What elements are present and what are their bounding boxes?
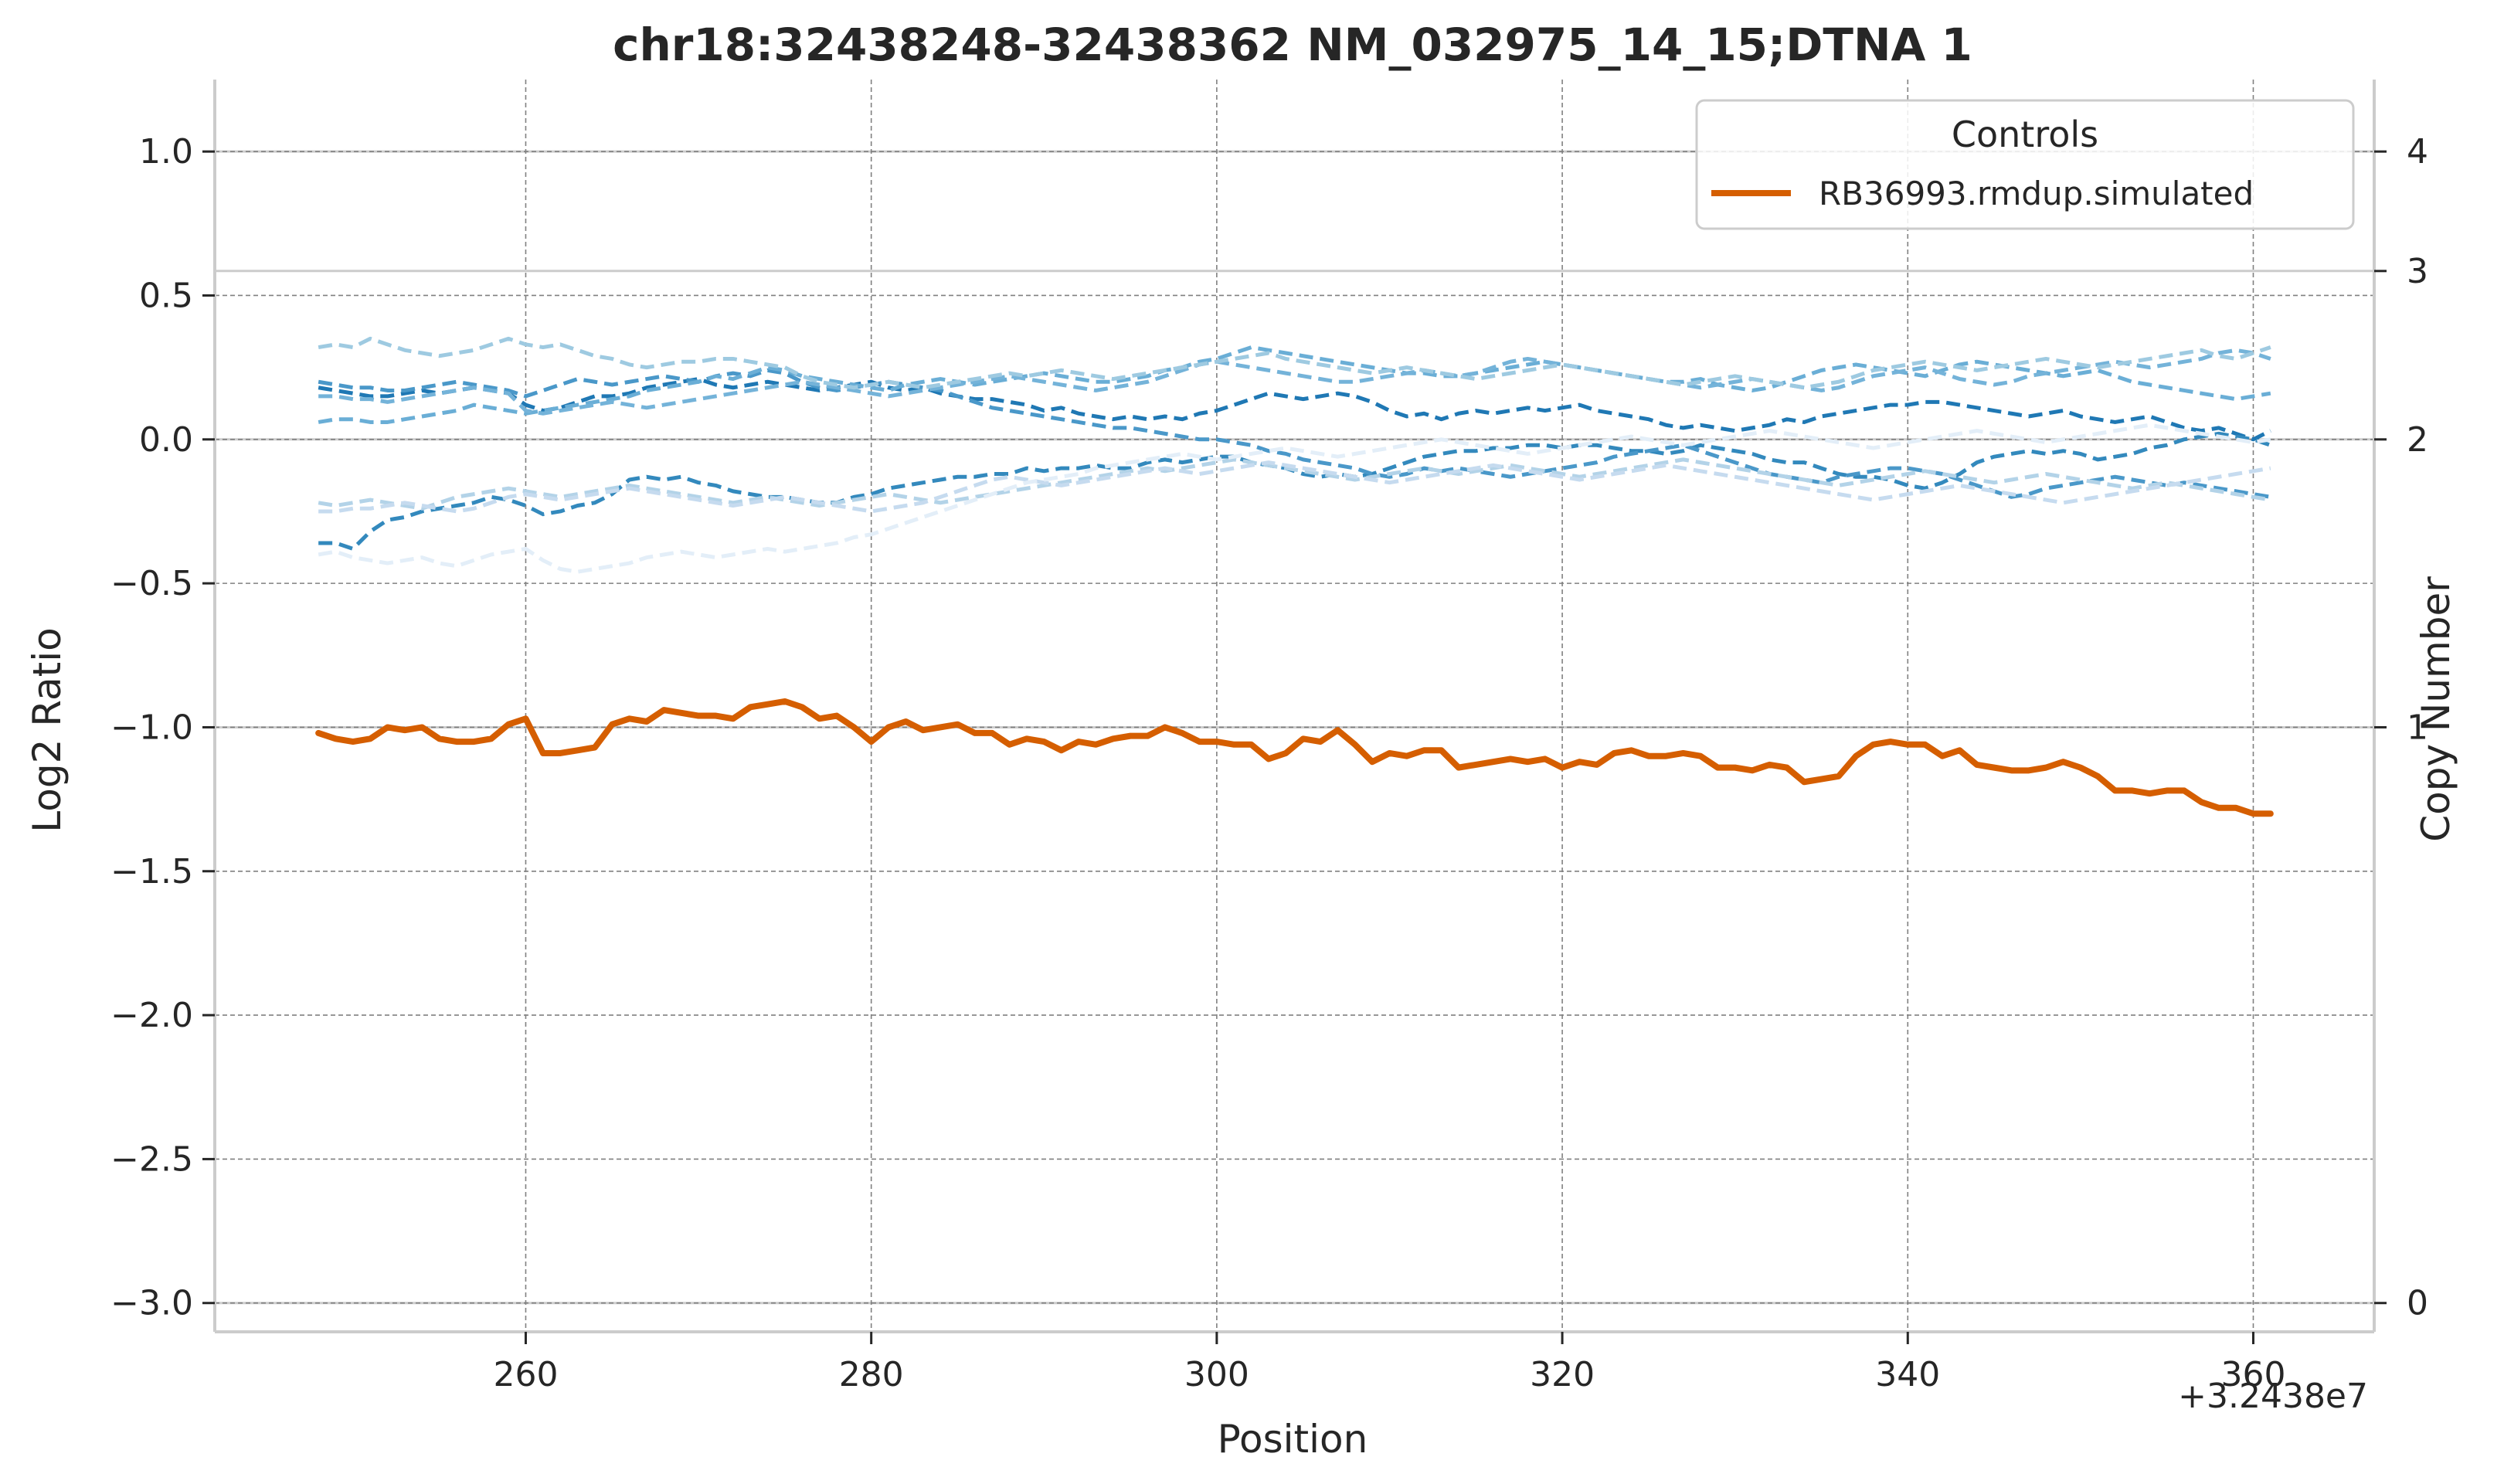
- x-tick-label: 320: [1530, 1355, 1595, 1394]
- control-series-line-9: [318, 423, 2271, 574]
- chart-title: chr18:32438248-32438362 NM_032975_14_15;…: [613, 19, 1972, 71]
- legend-box: [1695, 99, 2355, 230]
- y-tick-label: −0.5: [110, 564, 193, 603]
- y-tick-label: 0.5: [139, 276, 193, 315]
- x-tick-label: 340: [1875, 1355, 1940, 1394]
- y-tick-label: −2.5: [110, 1139, 193, 1179]
- y-tick-label: −1.5: [110, 852, 193, 891]
- y2-tick-label: 2: [2407, 420, 2428, 460]
- control-series-line-8: [318, 460, 2271, 514]
- x-tick-label: 360: [2220, 1355, 2285, 1394]
- y-axis-label: Log2 Ratio: [25, 627, 70, 832]
- y2-tick-label: 4: [2407, 132, 2428, 171]
- y2-tick-label: 3: [2407, 252, 2428, 291]
- control-series-line-4: [318, 345, 2271, 424]
- x-tick-label: 260: [493, 1355, 558, 1394]
- x-offset-label: +3.2438e7: [2178, 1377, 2368, 1416]
- tick-labels: 1.0 0.5 0.0 −0.5 −1.0 −1.5 −2.0 −2.5 −3.0 260 280 3…: [110, 132, 2428, 1394]
- control-series-line-6: [318, 336, 2271, 390]
- axes-frame: [202, 80, 2387, 1344]
- x-tick-label: 280: [839, 1355, 904, 1394]
- y-tick-label: 0.0: [139, 420, 193, 460]
- x-tick-label: 300: [1184, 1355, 1249, 1394]
- legend: Controls RB36993.rmdup.simulated: [1695, 99, 2355, 230]
- x-axis-label: Position: [1218, 1417, 1368, 1462]
- y2-axis-label: Copy Number: [2414, 576, 2458, 842]
- y-tick-label: 1.0: [139, 132, 193, 171]
- sample-series-group: [315, 698, 2274, 817]
- y2-tick-label: 1: [2407, 708, 2428, 747]
- y2-tick-label: 0: [2407, 1284, 2428, 1323]
- y-tick-label: −3.0: [110, 1284, 193, 1323]
- control-series-line-7: [318, 457, 2271, 511]
- control-series-line-5: [318, 348, 2271, 416]
- control-series-line-1: [318, 377, 2271, 442]
- legend-title: Controls: [1952, 114, 2098, 155]
- sample-series-line: [315, 698, 2274, 817]
- y-tick-label: −2.0: [110, 996, 193, 1035]
- control-series-group: [318, 336, 2271, 574]
- legend-entry-label: RB36993.rmdup.simulated: [1819, 175, 2254, 212]
- y-tick-label: −1.0: [110, 708, 193, 747]
- grid-layer: [215, 80, 2374, 1332]
